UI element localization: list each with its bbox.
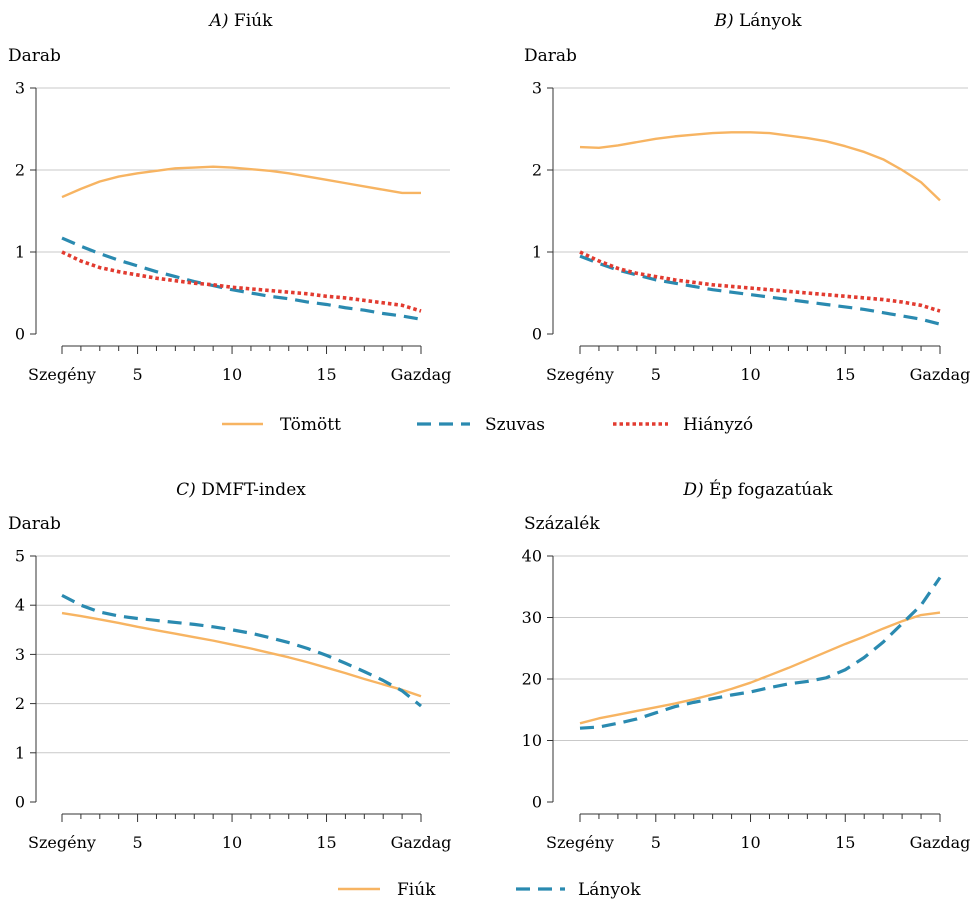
chart-title-text: Fiúk bbox=[229, 11, 274, 31]
series-line-szuvas bbox=[61, 236, 422, 321]
y-axis-label: Darab bbox=[8, 46, 61, 66]
series-line-lanyok bbox=[579, 576, 942, 730]
chart-panel-a: A) Fiúk Darab 0 1 2 3 Szegény 5 10 15 Gazdag bbox=[8, 11, 451, 384]
series-line-szuvas bbox=[579, 254, 941, 326]
y-tick-label: 3 bbox=[532, 79, 542, 98]
x-tick-label: 15 bbox=[316, 365, 336, 384]
y-tick-label: 10 bbox=[522, 731, 542, 750]
series-line-tomott bbox=[61, 165, 421, 199]
series-line-fiuk bbox=[579, 611, 941, 725]
chart-panel-d: D) Ép fogazatúak Százalék 0 10 20 30 40 Szegény… bbox=[522, 479, 971, 852]
chart-title-text: Lányok bbox=[734, 11, 803, 31]
y-axis-label: Százalék bbox=[524, 514, 600, 534]
x-tick-label: 10 bbox=[740, 833, 760, 852]
x-tick-label: Gazdag bbox=[910, 833, 971, 852]
y-tick-label: 0 bbox=[15, 325, 25, 344]
y-tick-label: 0 bbox=[15, 793, 25, 812]
chart-title: C) DMFT-index bbox=[176, 480, 306, 500]
x-tick-label: Gazdag bbox=[391, 365, 452, 384]
y-tick-label: 4 bbox=[15, 596, 25, 615]
legend-label-hianyzo: Hiányzó bbox=[683, 415, 753, 435]
y-tick-label: 1 bbox=[15, 743, 25, 762]
series-line-fiuk bbox=[61, 611, 422, 698]
x-tick-label: 10 bbox=[222, 365, 242, 384]
series-line-tomott bbox=[579, 131, 941, 202]
x-tick-label: Szegény bbox=[546, 833, 614, 852]
x-tick-label: Szegény bbox=[28, 365, 96, 384]
y-tick-label: 0 bbox=[532, 793, 542, 812]
legend-label-fiuk: Fiúk bbox=[397, 880, 436, 900]
x-tick-label: 5 bbox=[132, 833, 142, 852]
x-tick-label: Szegény bbox=[28, 833, 96, 852]
chart-title-letter: D) bbox=[682, 480, 703, 500]
x-tick-label: 15 bbox=[316, 833, 336, 852]
legend-top: Tömött Szuvas Hiányzó bbox=[222, 415, 753, 435]
chart-title: A) Fiúk bbox=[208, 11, 274, 31]
chart-title: D) Ép fogazatúak bbox=[682, 479, 833, 500]
x-tick-label: 5 bbox=[651, 833, 661, 852]
x-tick-label: 10 bbox=[740, 365, 760, 384]
y-tick-label: 3 bbox=[15, 645, 25, 664]
series-line-hianyzo bbox=[579, 250, 941, 313]
x-tick-label: 10 bbox=[222, 833, 242, 852]
x-tick-label: Gazdag bbox=[391, 833, 452, 852]
series-line-lanyok bbox=[61, 593, 423, 708]
chart-title: B) Lányok bbox=[713, 11, 802, 31]
y-axis-label: Darab bbox=[524, 46, 577, 66]
legend-label-szuvas: Szuvas bbox=[485, 415, 545, 435]
chart-panel-b: B) Lányok Darab 0 1 2 3 Szegény 5 10 15 Gazdag bbox=[524, 11, 970, 384]
chart-title-letter: B) bbox=[713, 11, 733, 31]
y-tick-label: 2 bbox=[15, 161, 25, 180]
legend-bottom: Fiúk Lányok bbox=[338, 880, 641, 900]
y-tick-label: 5 bbox=[15, 547, 25, 566]
y-axis-label: Darab bbox=[8, 514, 61, 534]
y-tick-label: 20 bbox=[522, 670, 542, 689]
x-tick-label: Gazdag bbox=[910, 365, 971, 384]
chart-panel-c: C) DMFT-index Darab 0 1 2 3 4 5 Szegény 5 10 15 Gazd… bbox=[8, 480, 451, 852]
y-tick-label: 40 bbox=[522, 547, 542, 566]
y-tick-label: 3 bbox=[15, 79, 25, 98]
x-tick-label: 5 bbox=[132, 365, 142, 384]
y-tick-label: 2 bbox=[532, 161, 542, 180]
chart-title-letter: A) bbox=[208, 11, 229, 31]
x-tick-label: 5 bbox=[651, 365, 661, 384]
legend-label-lanyok: Lányok bbox=[578, 880, 641, 900]
x-tick-label: 15 bbox=[835, 833, 855, 852]
legend-label-tomott: Tömött bbox=[280, 415, 341, 435]
x-tick-label: 15 bbox=[835, 365, 855, 384]
y-tick-label: 1 bbox=[532, 243, 542, 262]
y-tick-label: 30 bbox=[522, 608, 542, 627]
x-tick-label: Szegény bbox=[546, 365, 614, 384]
series-line-hianyzo bbox=[61, 250, 422, 313]
chart-title-letter: C) bbox=[176, 480, 196, 500]
y-tick-label: 2 bbox=[15, 694, 25, 713]
y-tick-label: 0 bbox=[532, 325, 542, 344]
y-tick-label: 1 bbox=[15, 243, 25, 262]
chart-title-text: Ép fogazatúak bbox=[704, 479, 834, 500]
chart-title-text: DMFT-index bbox=[196, 480, 306, 500]
